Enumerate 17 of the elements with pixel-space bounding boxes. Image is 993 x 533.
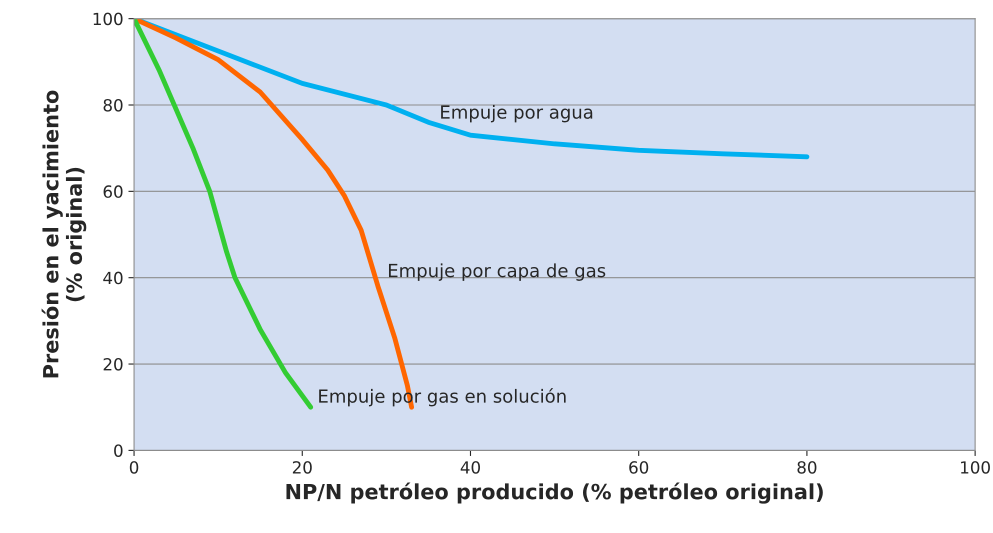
x-tick-label: 20: [292, 461, 312, 474]
annotation: Empuje por agua: [441, 104, 592, 122]
x-tick-label: 40: [460, 461, 480, 474]
y-axis-title: Presión en el yacimiento (% original): [42, 90, 86, 378]
x-tick-label: 80: [797, 461, 816, 474]
y-tick-label: 20: [104, 358, 123, 371]
y-tick-label: 60: [104, 185, 123, 198]
y-tick-label: 100: [94, 12, 123, 26]
line-series: [134, 18, 314, 410]
y-tick-label: 0: [114, 444, 123, 457]
annotation: Empuje por capa de gas: [388, 263, 606, 281]
x-axis-title: NP/N petróleo producido (% petróleo original): [286, 482, 823, 504]
y-tick-label: 40: [103, 272, 123, 284]
x-tick-label: 60: [629, 461, 648, 474]
x-tick-label: 0: [130, 461, 138, 474]
y-tick-label: 80: [104, 98, 123, 112]
x-tick-label: 100: [961, 461, 990, 474]
